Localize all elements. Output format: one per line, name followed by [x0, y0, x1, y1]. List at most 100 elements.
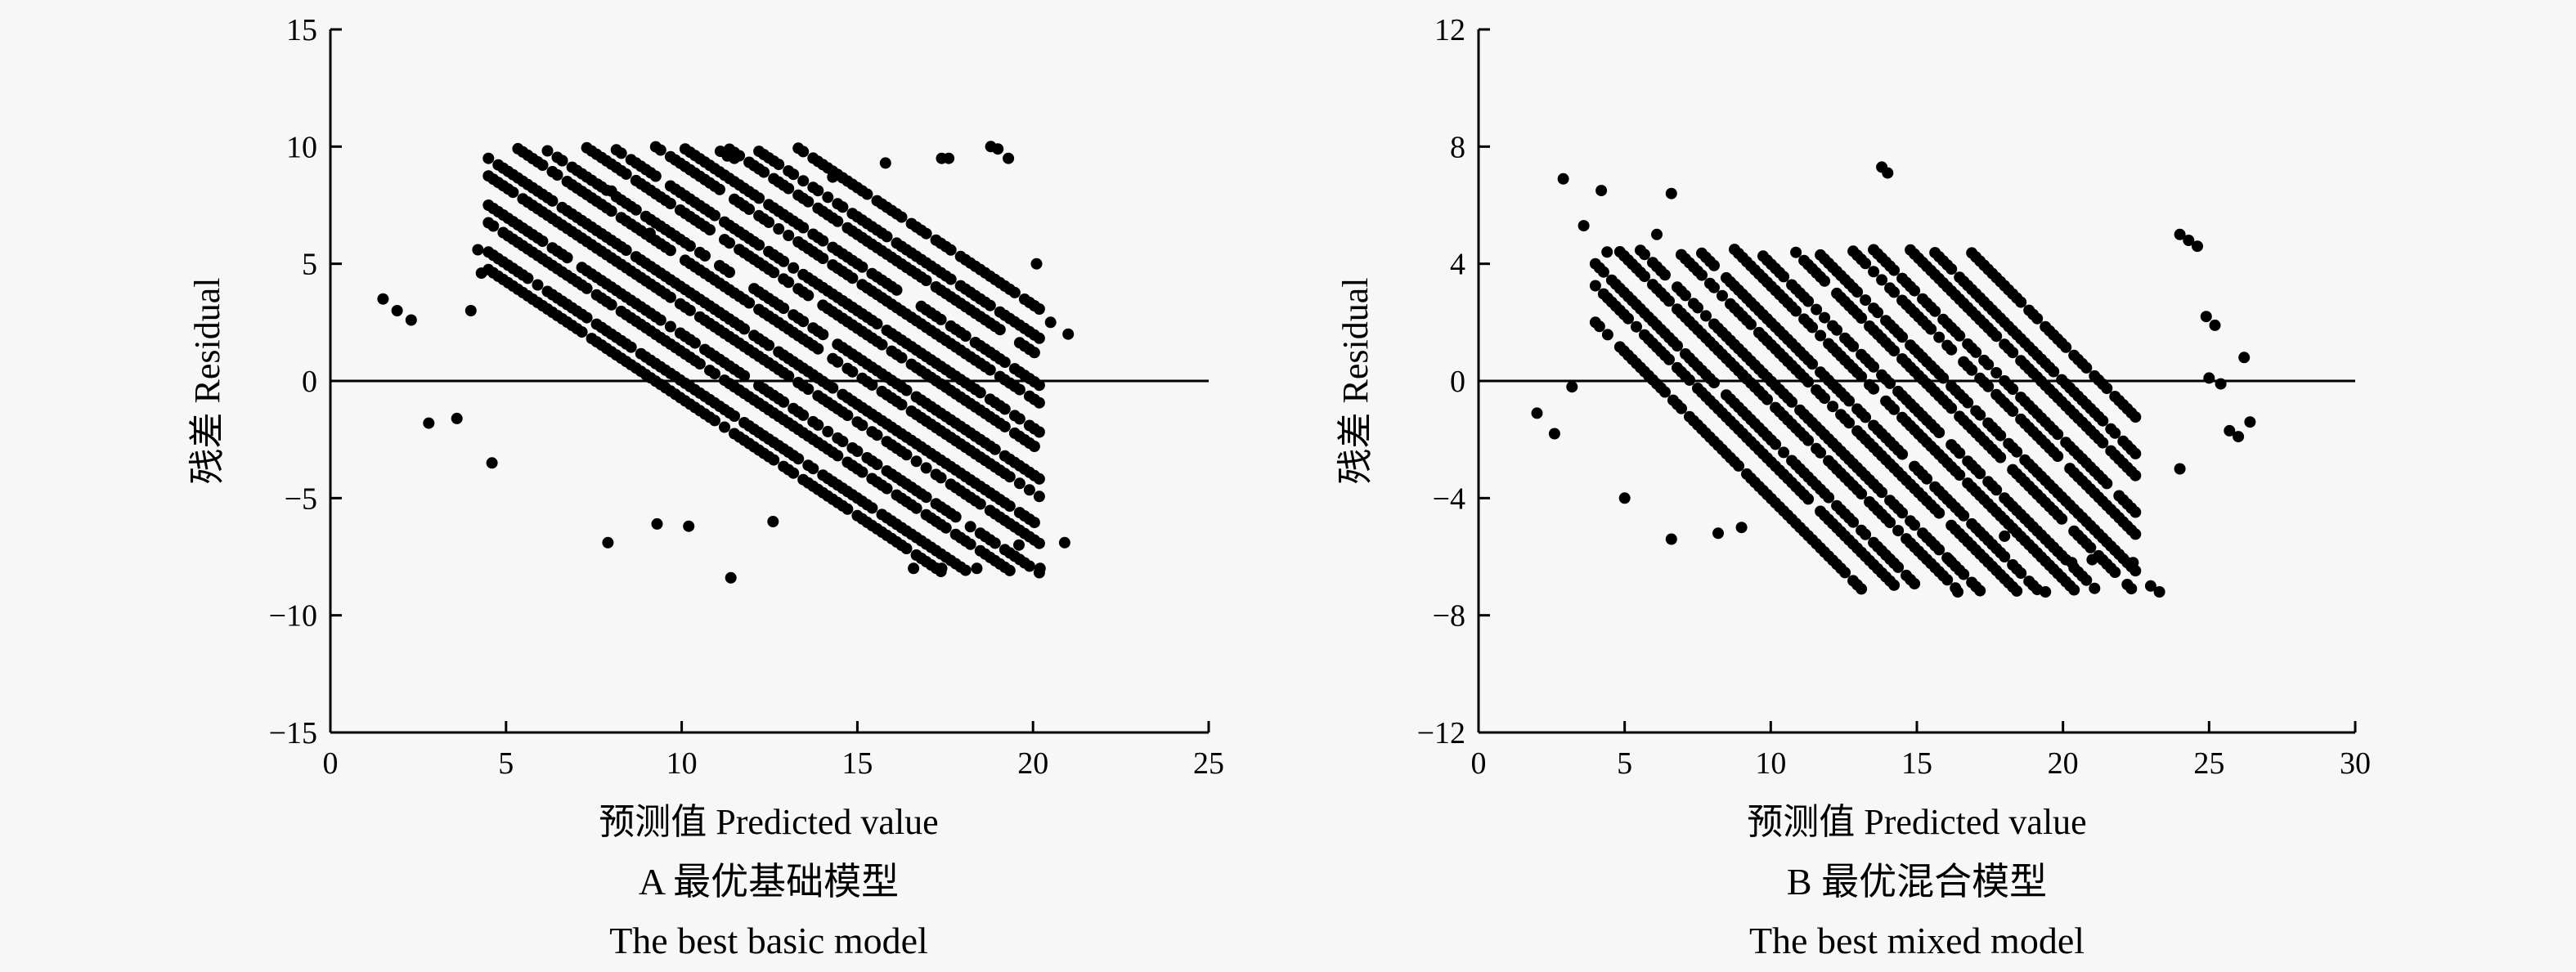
data-point — [1843, 395, 1856, 407]
data-point — [1033, 396, 1045, 409]
data-point — [2040, 586, 2052, 598]
data-point — [851, 446, 864, 457]
data-point — [999, 420, 1011, 432]
data-point — [2015, 567, 2027, 580]
data-point — [651, 517, 663, 530]
data-point — [1876, 486, 1888, 499]
data-point — [2125, 583, 2138, 595]
data-point — [729, 410, 740, 422]
data-point — [581, 282, 593, 294]
data-point — [1639, 271, 1650, 283]
data-point — [1033, 537, 1045, 549]
data-point — [1597, 266, 1609, 278]
data-point — [1909, 284, 1921, 297]
data-point — [1974, 468, 1986, 480]
data-point — [556, 155, 568, 167]
data-point — [738, 370, 751, 382]
data-point — [1888, 579, 1901, 591]
panel-b-x-axis-title: 预测值 Predicted value — [1747, 802, 2086, 842]
data-point — [2127, 557, 2139, 569]
data-point — [1954, 329, 1966, 342]
data-point — [605, 185, 617, 197]
data-point — [812, 343, 824, 355]
data-point — [812, 185, 824, 197]
data-point — [1909, 578, 1921, 589]
data-point — [1680, 289, 1691, 302]
panel-b-x-ticks: 0 5 10 15 20 25 30 — [1471, 721, 2371, 781]
data-point — [984, 299, 996, 311]
data-point — [551, 169, 563, 181]
data-point — [1999, 530, 2011, 542]
data-point — [788, 168, 800, 181]
data-point — [783, 182, 795, 195]
data-point — [405, 314, 417, 326]
data-point — [1819, 275, 1831, 287]
data-point — [949, 511, 962, 523]
x-tick-label: 0 — [323, 746, 339, 781]
data-point — [1943, 553, 1955, 566]
data-point — [1786, 396, 1798, 408]
data-point — [591, 178, 604, 190]
data-point — [1566, 381, 1578, 393]
data-point — [773, 159, 785, 171]
data-point — [881, 231, 893, 243]
data-point — [1811, 303, 1823, 316]
data-point — [725, 571, 737, 584]
y-tick-label: 8 — [1450, 130, 1465, 164]
data-point — [920, 462, 932, 474]
y-tick-label: 4 — [1450, 248, 1465, 282]
data-point — [1892, 525, 1905, 537]
panel-b-caption: B 最优混合模型 — [1787, 861, 2047, 903]
data-point — [2007, 405, 2019, 417]
y-tick-label: −10 — [269, 599, 317, 634]
data-point — [602, 536, 614, 549]
data-point — [1995, 451, 2007, 464]
data-point — [1819, 392, 1831, 405]
data-point — [871, 429, 883, 441]
data-point — [2068, 584, 2080, 596]
data-point — [1990, 367, 2003, 378]
data-point — [989, 443, 1001, 455]
data-point — [1868, 383, 1880, 395]
data-point — [2129, 469, 2142, 482]
panel-a-y-ticks: 15 10 5 0 −5 −10 −15 — [269, 13, 342, 750]
data-point — [827, 382, 839, 394]
data-point — [1601, 329, 1613, 341]
y-tick-label: 0 — [1450, 365, 1465, 399]
data-point — [2085, 541, 2097, 553]
data-point — [664, 198, 676, 209]
data-point — [743, 203, 756, 215]
data-point — [464, 305, 477, 316]
data-point — [1982, 380, 1995, 392]
data-point — [989, 537, 1001, 549]
data-point — [714, 183, 725, 195]
data-point — [1896, 331, 1909, 343]
data-point — [1806, 358, 1819, 370]
data-point — [1802, 434, 1815, 446]
data-point — [943, 152, 955, 164]
data-point — [1945, 402, 1958, 414]
data-point — [2097, 414, 2109, 427]
data-point — [1884, 517, 1896, 529]
data-point — [1815, 329, 1827, 342]
data-point — [1708, 281, 1720, 293]
data-point — [1872, 307, 1884, 319]
data-point — [1827, 401, 1839, 413]
data-point — [1659, 386, 1671, 398]
data-point — [964, 521, 976, 533]
data-point — [895, 399, 908, 410]
data-point — [1954, 469, 1966, 481]
data-point — [1531, 407, 1543, 419]
data-point — [1692, 302, 1703, 314]
data-point — [605, 298, 617, 311]
data-point — [1708, 259, 1720, 271]
data-point — [2007, 347, 2019, 359]
data-point — [1868, 361, 1880, 373]
data-point — [743, 297, 756, 309]
data-point — [959, 564, 972, 576]
y-tick-label: −8 — [1433, 599, 1465, 634]
data-point — [1995, 429, 2007, 441]
data-point — [2052, 450, 2064, 463]
data-point — [1933, 507, 1945, 519]
data-point — [1044, 316, 1057, 329]
